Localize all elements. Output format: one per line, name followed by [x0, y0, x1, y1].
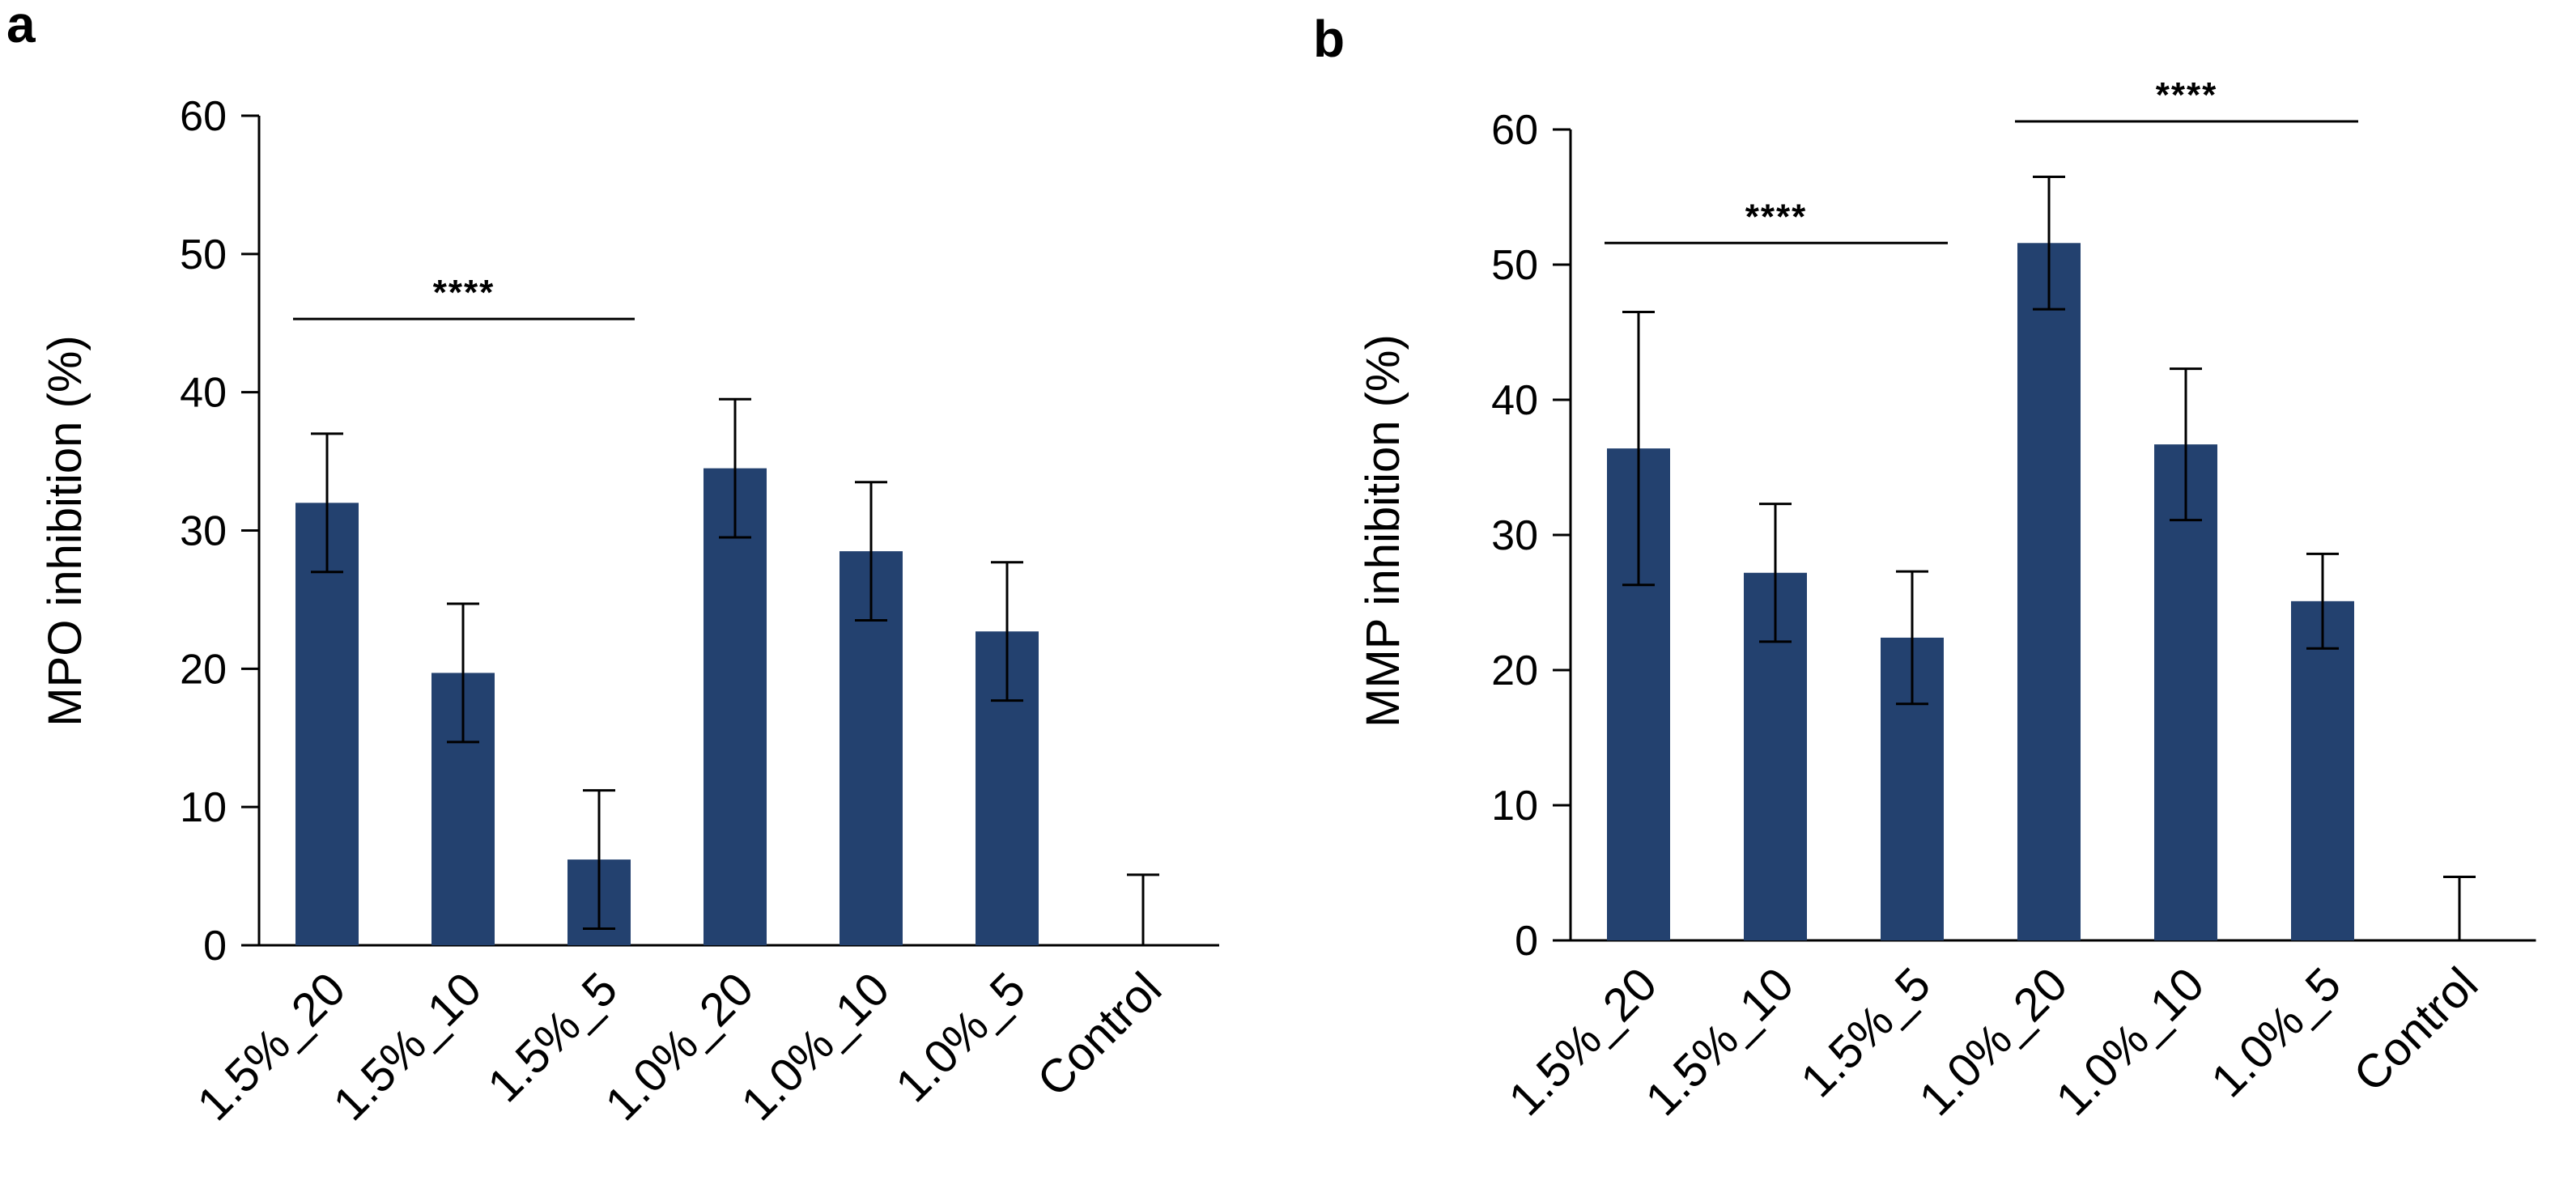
y-axis-title: MMP inhibition (%) — [1357, 334, 1409, 728]
category-label-1: 1.5%_10 — [323, 962, 491, 1131]
y-tick-label: 0 — [1515, 918, 1538, 965]
y-tick-label: 60 — [180, 93, 227, 140]
category-label-3: 1.0%_20 — [1909, 957, 2077, 1126]
category-label-6: Control — [1027, 962, 1171, 1106]
y-tick-label: 10 — [1491, 783, 1538, 830]
category-label-0: 1.5%_20 — [1498, 957, 1667, 1126]
category-label-6: Control — [2344, 957, 2488, 1101]
y-tick-label: 50 — [1491, 242, 1538, 289]
bar-0 — [295, 503, 359, 945]
y-tick-label: 20 — [1491, 647, 1538, 694]
y-tick-label: 40 — [1491, 377, 1538, 424]
category-label-5: 1.0%_5 — [2201, 957, 2351, 1107]
bar-3 — [704, 468, 767, 945]
panel-label: b — [1313, 10, 1345, 68]
bar-5 — [2291, 600, 2354, 940]
bar-4 — [2154, 444, 2217, 940]
y-tick-label: 20 — [180, 646, 227, 693]
panel-label: a — [6, 0, 36, 53]
y-axis-title: MPO inhibition (%) — [39, 335, 91, 726]
bar-3 — [2017, 243, 2081, 940]
y-tick-label: 0 — [203, 923, 227, 970]
category-label-4: 1.0%_10 — [731, 962, 899, 1131]
category-label-1: 1.5%_10 — [1635, 957, 1804, 1126]
category-label-0: 1.5%_20 — [187, 962, 355, 1131]
category-label-4: 1.0%_10 — [2046, 957, 2214, 1126]
category-label-3: 1.0%_20 — [595, 962, 763, 1131]
significance-label-0: **** — [433, 273, 495, 312]
y-tick-label: 10 — [180, 784, 227, 831]
significance-label-1: **** — [2156, 75, 2218, 115]
significance-label-0: **** — [1745, 197, 1808, 236]
y-tick-label: 50 — [180, 231, 227, 278]
category-label-5: 1.0%_5 — [886, 962, 1035, 1112]
y-tick-label: 60 — [1491, 107, 1538, 154]
y-tick-label: 40 — [180, 370, 227, 417]
y-tick-label: 30 — [180, 508, 227, 555]
y-tick-label: 30 — [1491, 512, 1538, 559]
